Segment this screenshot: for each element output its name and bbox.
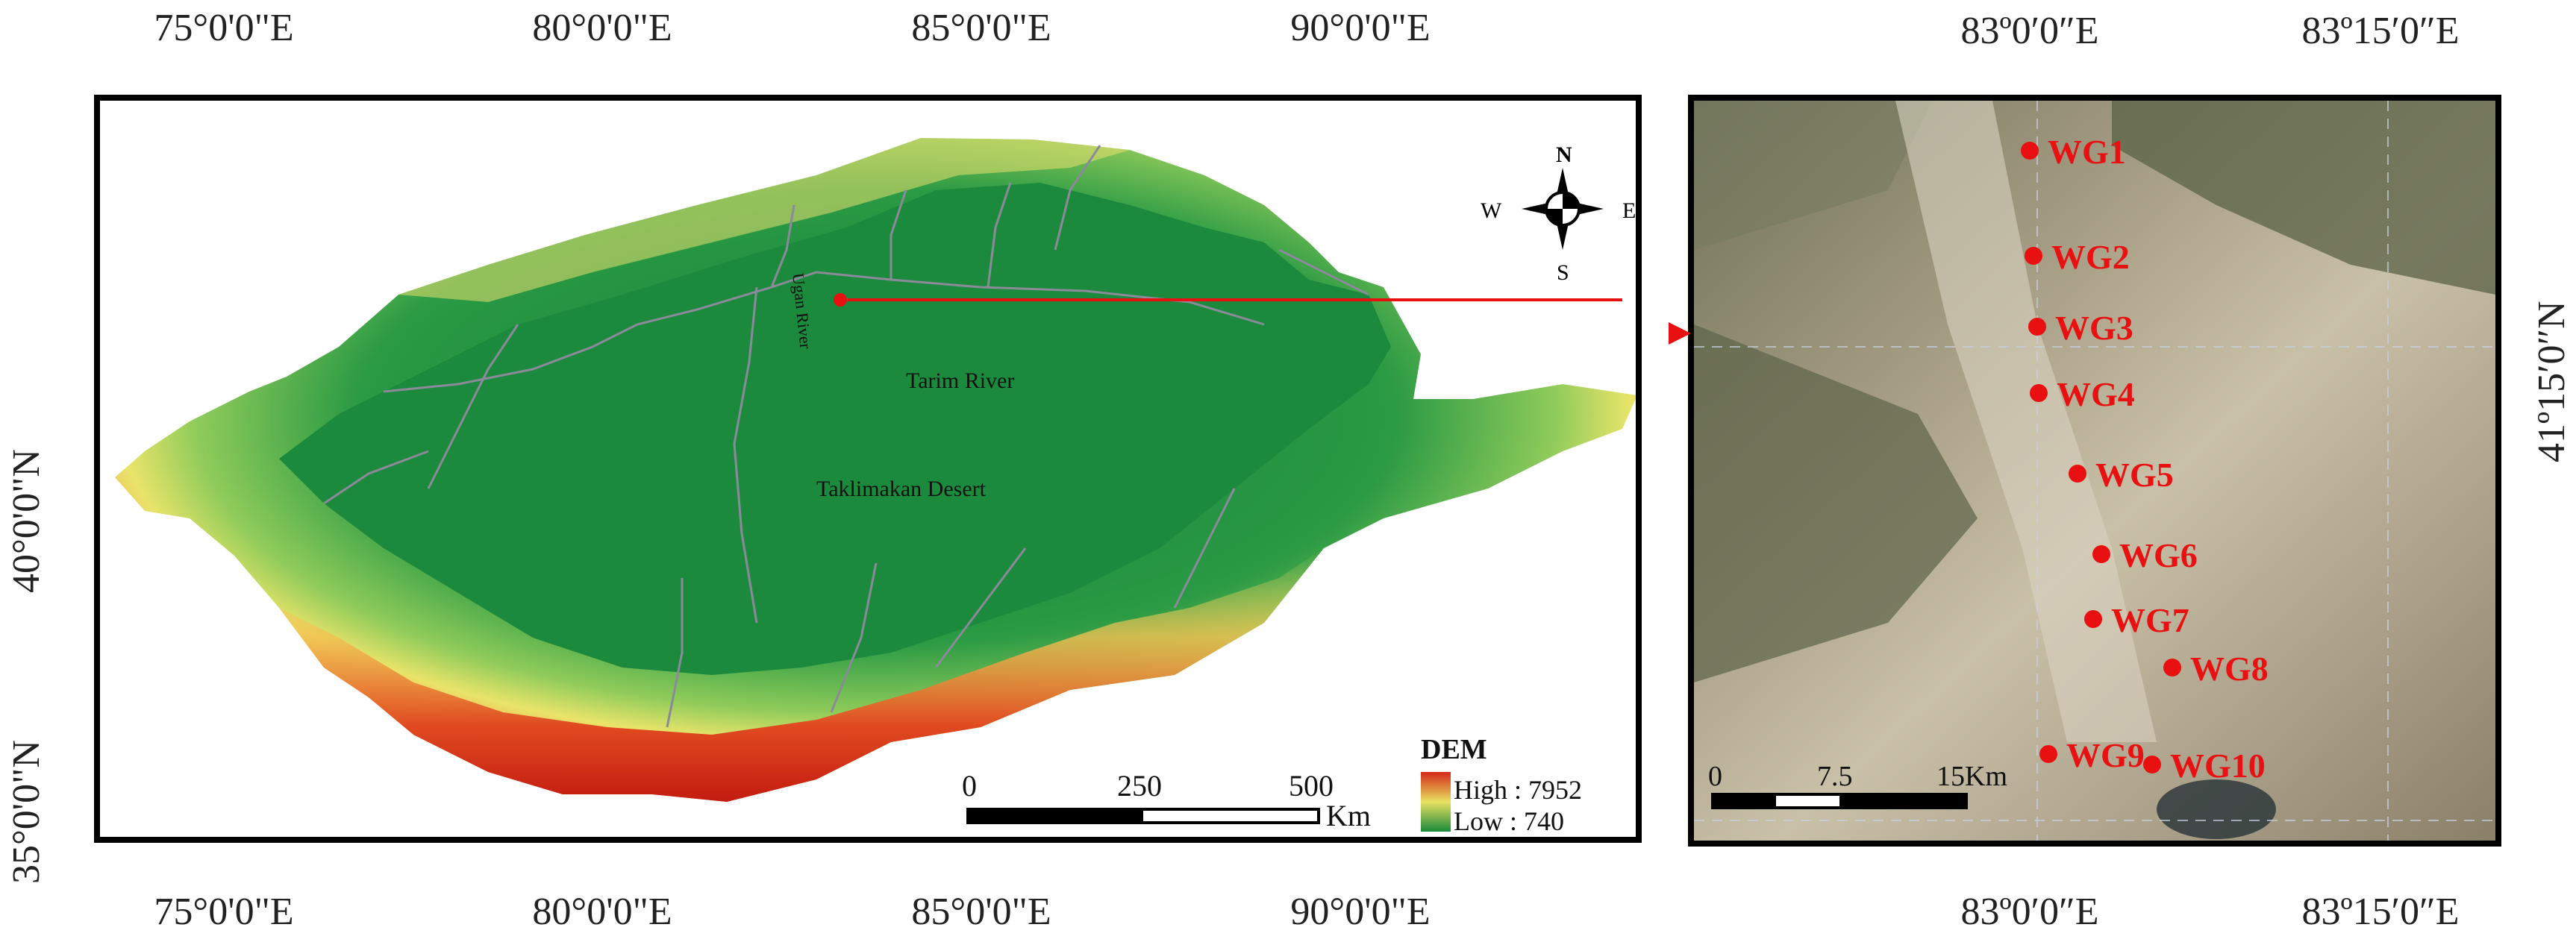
right-scale-bar: 0 7.5 15Km — [1708, 761, 2007, 809]
site-wg6-marker — [2092, 545, 2110, 563]
dem-south-mountains — [279, 548, 1324, 802]
scale-tick-250: 250 — [1117, 769, 1162, 803]
arrowhead-icon — [1669, 322, 1691, 345]
dem-lowland — [279, 183, 1391, 675]
dem-north-rim — [398, 138, 1130, 302]
right-scale-tick-15: 15Km — [1936, 761, 2007, 792]
sampling-sites: WG1 WG2 WG3 WG4 WG5 WG6 WG7 WG8 WG9 WG10 — [2021, 133, 2269, 785]
satellite-image: WG1 WG2 WG3 WG4 WG5 WG6 WG7 WG8 WG9 WG10 — [1694, 101, 2495, 841]
water-body — [2157, 779, 2276, 839]
graticule — [1694, 101, 2495, 841]
legend-low: Low : 740 — [1454, 806, 1564, 836]
scale-tick-500: 500 — [1289, 769, 1334, 803]
site-wg7-marker — [2084, 610, 2102, 628]
site-wg2-marker — [2025, 247, 2042, 265]
site-wg6-label: WG6 — [2119, 536, 2198, 574]
site-wg5-label: WG5 — [2095, 456, 2174, 494]
left-lon-tick-top-1: 75°0'0"E — [154, 7, 294, 49]
scale-unit: Km — [1326, 799, 1371, 832]
left-lon-tick-bottom-3: 85°0'0"E — [911, 891, 1051, 933]
dem-legend: DEM High : 7952 Low : 740 — [1421, 734, 1582, 836]
site-wg10-marker — [2143, 756, 2161, 773]
study-site-marker — [834, 293, 847, 307]
farmland-top-left — [1694, 101, 1933, 250]
left-lat-tick-1: 40°0'0"N — [5, 449, 48, 593]
left-lon-tick-bottom-4: 90°0'0"E — [1290, 891, 1431, 933]
left-lat-tick-2: 35°0'0"N — [5, 740, 48, 884]
site-wg9-marker — [2039, 745, 2057, 763]
right-scale-tick-0: 0 — [1708, 761, 1722, 792]
legend-title: DEM — [1421, 734, 1487, 765]
site-wg4-marker — [2030, 384, 2048, 402]
site-wg1-marker — [2021, 142, 2039, 160]
left-lon-tick-bottom-2: 80°0'0"E — [532, 891, 672, 933]
site-wg10-label: WG10 — [2170, 747, 2266, 785]
compass-s: S — [1557, 260, 1569, 285]
right-lon-tick-top-1: 83º0′0″E — [1960, 10, 2099, 52]
tarim-river-label: Tarim River — [906, 368, 1014, 393]
right-lon-tick-top-2: 83º15′0″E — [2301, 10, 2460, 52]
site-wg3-marker — [2028, 318, 2046, 336]
scale-bar: 0 250 500 Km — [962, 769, 1371, 832]
left-lon-tick-top-2: 80°0'0"E — [532, 7, 672, 49]
right-lon-tick-bottom-1: 83º0′0″E — [1960, 891, 2099, 933]
site-wg2-label: WG2 — [2051, 238, 2130, 276]
right-scale-tick-7-5: 7.5 — [1817, 761, 1853, 792]
left-map-frame: Ugan River Tarim River Taklimakan Desert… — [94, 95, 1642, 843]
left-lon-tick-bottom-1: 75°0'0"E — [154, 891, 294, 933]
compass-e: E — [1622, 198, 1636, 223]
site-wg8-marker — [2163, 659, 2181, 676]
alluvial-strip — [1895, 101, 2157, 742]
farmland-left — [1694, 324, 1978, 682]
left-lon-tick-top-4: 90°0'0"E — [1290, 7, 1431, 49]
compass-n: N — [1556, 142, 1572, 167]
scale-tick-0: 0 — [962, 769, 977, 803]
left-lon-tick-top-3: 85°0'0"E — [911, 7, 1051, 49]
site-wg3-label: WG3 — [2055, 309, 2133, 347]
legend-high: High : 7952 — [1454, 775, 1582, 805]
dem-map: Ugan River Tarim River Taklimakan Desert… — [115, 138, 1636, 836]
desert-label: Taklimakan Desert — [816, 477, 987, 501]
right-lon-tick-bottom-2: 83º15′0″E — [2301, 891, 2460, 933]
north-arrow-icon: N S W E — [1481, 142, 1636, 285]
site-wg8-label: WG8 — [2190, 650, 2269, 688]
site-wg5-marker — [2069, 465, 2086, 483]
farmland-top-right — [2112, 101, 2495, 295]
right-lat-tick-1: 41º15′0″N — [2530, 301, 2573, 462]
site-wg7-label: WG7 — [2111, 601, 2189, 639]
site-wg9-label: WG9 — [2066, 736, 2145, 774]
right-map-frame: WG1 WG2 WG3 WG4 WG5 WG6 WG7 WG8 WG9 WG10 — [1688, 95, 2501, 847]
compass-w: W — [1481, 198, 1502, 223]
site-wg1-label: WG1 — [2048, 133, 2126, 171]
site-wg4-label: WG4 — [2057, 375, 2135, 413]
